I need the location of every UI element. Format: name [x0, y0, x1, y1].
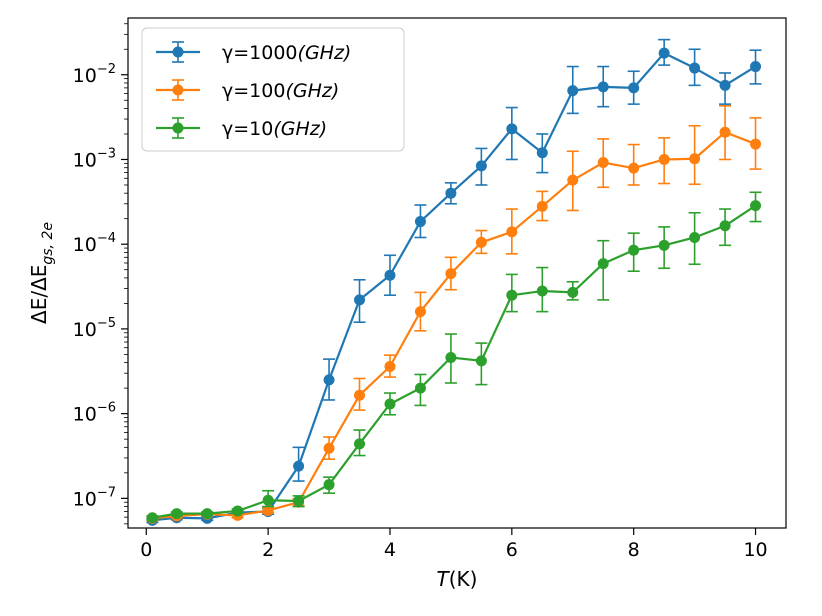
legend: γ=1000(GHz) γ=100(GHz) γ=10(GHz): [141, 27, 405, 152]
series-3-point-17: [658, 239, 670, 251]
y-tick-label-4: 10−3: [73, 146, 116, 171]
series-1-point-12: [506, 123, 518, 135]
series-3-point-6: [323, 479, 335, 491]
series-3-point-12: [506, 289, 518, 301]
series-1-point-14: [567, 85, 579, 97]
series-1-point-10: [445, 187, 457, 199]
series-3-point-15: [597, 258, 609, 270]
series-3-point-0: [146, 512, 158, 524]
y-tick-label-3: 10−4: [73, 231, 116, 256]
series-3-point-16: [628, 244, 640, 256]
series-2-point-7: [354, 389, 366, 401]
legend-marker-series-2: [172, 84, 184, 96]
x-tick-label-1: 2: [262, 539, 274, 561]
y-tick-label-1: 10−6: [73, 401, 116, 426]
legend-box: [141, 27, 405, 152]
series-1-point-9: [414, 216, 426, 228]
series-2-point-6: [323, 442, 335, 454]
legend-label-series-2: γ=100(GHz): [222, 80, 339, 102]
series-1-point-11: [475, 160, 487, 172]
series-3-point-8: [384, 398, 396, 410]
series-2-point-17: [658, 153, 670, 165]
legend-label-series-1: γ=1000(GHz): [222, 42, 351, 64]
series-2-point-10: [445, 268, 457, 280]
series-1-point-6: [323, 374, 335, 386]
plot-layer: [146, 38, 762, 526]
legend-marker-series-1: [172, 46, 184, 58]
series-2-point-11: [475, 236, 487, 248]
series-3-point-19: [719, 220, 731, 232]
series-3-point-1: [171, 508, 183, 520]
series-2-point-20: [750, 138, 762, 150]
legend-label-series-3: γ=10(GHz): [222, 118, 327, 140]
series-3-point-2: [201, 508, 213, 520]
legend-marker-series-3: [172, 122, 184, 134]
series-2-point-16: [628, 162, 640, 174]
series-3-point-11: [475, 355, 487, 367]
series-3-point-13: [536, 285, 548, 297]
series-2-point-8: [384, 361, 396, 373]
x-axis-label: T(K): [437, 567, 478, 591]
x-tick-label-5: 10: [743, 539, 767, 561]
series-3: [146, 191, 762, 524]
x-tick-label-0: 0: [140, 539, 152, 561]
series-3-point-10: [445, 351, 457, 363]
axis-layer: 0 2 4 6 8 10 10−7 10−6 10−5 10−4 10−3 10−2: [73, 23, 768, 561]
series-1-point-7: [354, 294, 366, 306]
series-1-point-16: [628, 82, 640, 94]
series-2-point-14: [567, 174, 579, 186]
plot-frame: [127, 17, 787, 529]
series-3-point-7: [354, 438, 366, 450]
series-2-point-4: [262, 504, 274, 516]
series-3-point-3: [232, 505, 244, 517]
x-tick-label-2: 4: [384, 539, 396, 561]
y-axis-label: ΔE/ΔEgs, 2e: [27, 222, 56, 324]
series-3-point-9: [414, 382, 426, 394]
series-2-point-18: [689, 153, 701, 165]
series-1-point-19: [719, 79, 731, 91]
series-2-point-13: [536, 200, 548, 212]
series-3-point-20: [750, 200, 762, 212]
x-tick-label-4: 8: [628, 539, 640, 561]
series-2-point-9: [414, 306, 426, 318]
series-1-point-15: [597, 81, 609, 93]
series-1-point-13: [536, 147, 548, 159]
series-3-point-18: [689, 231, 701, 243]
series-1-point-5: [293, 460, 305, 472]
series-1-point-17: [658, 47, 670, 59]
series-2-point-19: [719, 126, 731, 138]
legend-marks: [156, 41, 200, 139]
series-3-point-14: [567, 286, 579, 298]
series-3-point-4: [262, 494, 274, 506]
series-3-point-5: [293, 495, 305, 507]
series-2-point-15: [597, 157, 609, 169]
y-tick-label-5: 10−2: [73, 62, 116, 87]
x-tick-label-3: 6: [506, 539, 518, 561]
y-tick-label-2: 10−5: [73, 316, 116, 341]
series-1-point-8: [384, 269, 396, 281]
y-tick-label-0: 10−7: [73, 485, 116, 510]
series-2-point-12: [506, 226, 518, 238]
series-1-point-20: [750, 61, 762, 73]
series-1-point-18: [689, 62, 701, 74]
